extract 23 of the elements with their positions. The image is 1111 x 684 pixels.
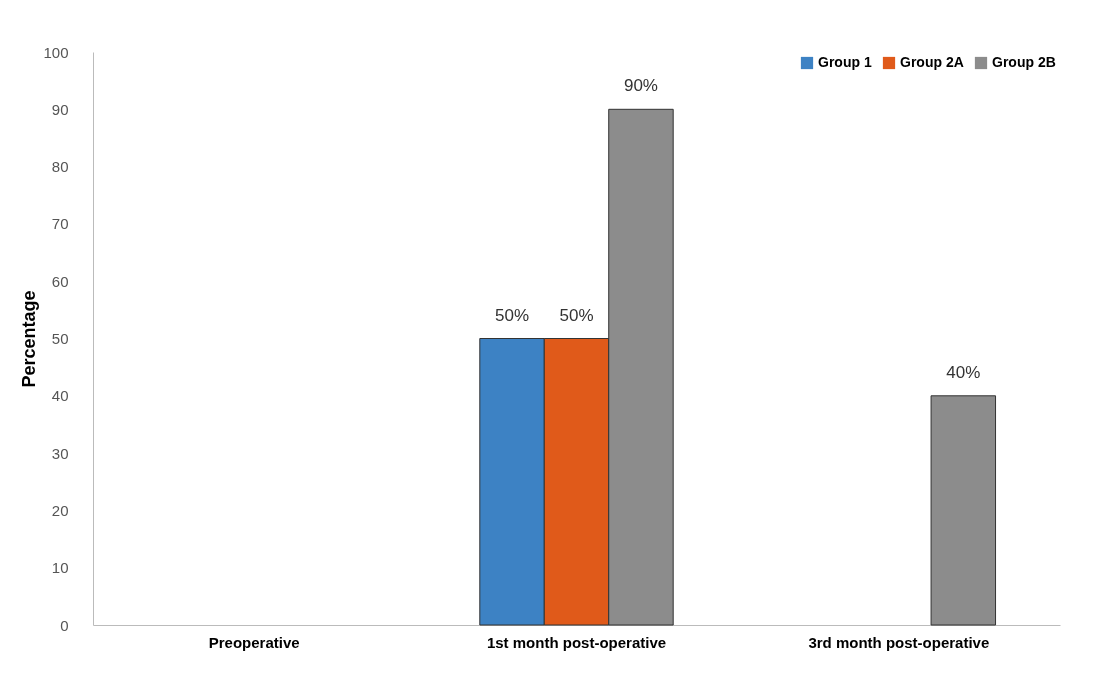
- y-tick-label: 70: [51, 215, 69, 233]
- y-tick-label: 90: [51, 100, 69, 118]
- y-tick-label: 20: [51, 501, 69, 519]
- bar: [930, 395, 997, 626]
- y-tick-label: 50: [51, 330, 69, 347]
- y-tick-label: 60: [51, 272, 69, 290]
- y-axis-title: Percentage: [19, 290, 40, 388]
- data-label: 50%: [495, 305, 530, 325]
- y-tick-label: 30: [51, 444, 69, 462]
- y-tick-label: 40: [51, 387, 69, 405]
- data-label: 90%: [623, 76, 658, 96]
- y-tick-label: 10: [51, 559, 69, 577]
- legend-label: Group 1: [818, 54, 872, 70]
- legend-label: Group 2A: [900, 54, 964, 70]
- legend-label: Group 2B: [992, 54, 1056, 70]
- x-tick-label: 1st month post-operative: [486, 633, 667, 651]
- x-tick-label: Preoperative: [208, 633, 300, 651]
- data-label: 40%: [946, 362, 981, 382]
- y-tick-label: 80: [51, 158, 69, 176]
- y-tick-label: 0: [60, 616, 69, 634]
- x-tick-label: 3rd month post-operative: [808, 633, 990, 651]
- data-label: 50%: [559, 305, 594, 325]
- y-tick-label: 100: [43, 43, 69, 61]
